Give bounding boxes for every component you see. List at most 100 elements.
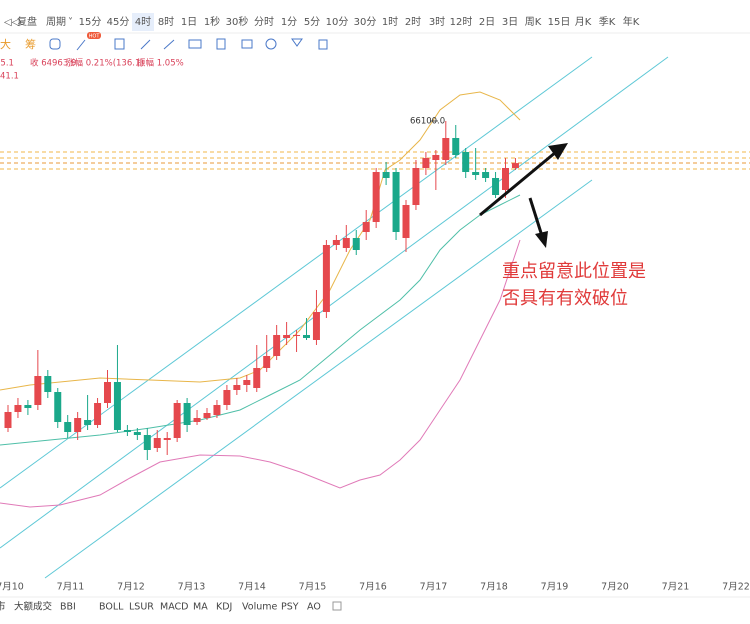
big-tool[interactable]: 大 [0, 37, 11, 51]
annotation-text: 否具有有效破位 [502, 288, 628, 309]
info-line-2: 41.1 [0, 72, 19, 82]
candle-body [253, 368, 261, 388]
indicator-button[interactable]: LSUR [129, 602, 154, 613]
interval-button[interactable]: 3日 [502, 17, 518, 28]
indicator-button[interactable]: AO [307, 602, 321, 613]
interval-button[interactable]: 1分 [281, 16, 297, 28]
candle-body [183, 403, 191, 425]
interval-button[interactable]: 8时 [158, 16, 174, 28]
candle-body [511, 163, 519, 168]
interval-button[interactable]: 15分 [79, 16, 102, 28]
interval-button[interactable]: 1日 [181, 17, 197, 28]
x-tick-label: 7月10 [0, 582, 24, 593]
candle-body [283, 335, 291, 338]
interval-button[interactable]: 30分 [354, 16, 377, 28]
interval-button[interactable]: 30秒 [226, 15, 249, 28]
indicator-lines [0, 56, 750, 579]
x-tick-label: 7月12 [117, 582, 145, 593]
candle-body [382, 172, 390, 178]
candle-body [352, 238, 360, 250]
candle-body [123, 430, 131, 432]
candle-body [173, 403, 181, 438]
interval-button[interactable]: 15日 [548, 17, 571, 28]
annotation-text: 重点留意此位置是 [502, 261, 646, 282]
info-line: 65.1 收 64963.9涨幅 0.21%(136.1)振幅 1.05% [0, 58, 184, 69]
x-tick-label: 7月13 [178, 582, 206, 593]
indicator-button[interactable]: 市 [0, 601, 6, 613]
x-tick-label: 7月17 [420, 582, 448, 593]
indicator-button[interactable]: MA [193, 602, 208, 613]
candle-body [482, 172, 490, 178]
interval-button[interactable]: 3时 [429, 16, 445, 28]
indicator-button[interactable]: Volume [242, 602, 277, 613]
candle-body [392, 172, 400, 232]
indicator-button[interactable]: BOLL [99, 602, 124, 613]
x-tick-label: 7月16 [359, 582, 387, 593]
indicator-bar: 市大额成交 BBI BOLL LSUR MACD MA KDJ Volume PSY AO [0, 601, 321, 613]
x-tick-label: 7月11 [57, 582, 85, 593]
period-caret: ˅ [68, 16, 73, 28]
candle-body [462, 152, 470, 172]
interval-button[interactable]: 1秒 [204, 15, 220, 28]
candle-body [362, 222, 370, 232]
indicator-button[interactable]: KDJ [216, 602, 232, 613]
candle-body [312, 312, 320, 340]
candle-body [64, 422, 72, 432]
high-price-label: 66100.0 [410, 117, 445, 127]
candle-body [213, 405, 221, 415]
interval-button[interactable]: 12时 [450, 16, 473, 28]
x-axis: 7月10 7月11 7月12 7月13 7月14 7月15 7月16 7月17 7月18 7月19… [0, 582, 750, 593]
interval-button[interactable]: 分时 [254, 16, 274, 28]
hot-badge [87, 32, 101, 39]
indicator-button[interactable]: PSY [281, 602, 299, 613]
x-tick-label: 7月21 [662, 582, 690, 593]
interval-button[interactable]: 季K [599, 16, 616, 28]
candle-body [293, 335, 301, 336]
candle-body [372, 172, 380, 222]
candle-body [14, 405, 22, 412]
candle-body [243, 380, 251, 385]
interval-button[interactable]: 2日 [479, 17, 495, 28]
replay-button[interactable]: 复盘 [17, 15, 37, 28]
interval-button[interactable]: 10分 [326, 16, 349, 28]
period-button[interactable]: 周期 [46, 16, 66, 28]
interval-button[interactable]: 周K [525, 16, 542, 28]
candle-body [502, 168, 509, 190]
candle-body [74, 418, 82, 432]
info-item: 振幅 1.05% [137, 58, 184, 69]
candle-body [322, 245, 330, 312]
candle-body [422, 158, 430, 168]
interval-button[interactable]: 45分 [107, 16, 130, 28]
candle-body [472, 172, 480, 175]
settings-icon[interactable] [332, 601, 342, 611]
interval-button[interactable]: 1时 [382, 16, 398, 28]
candle-body [263, 356, 271, 368]
indicator-button[interactable]: MACD [160, 602, 188, 613]
interval-highlight [132, 13, 154, 31]
candle-body [303, 335, 310, 338]
candle-body [24, 405, 32, 408]
candles [4, 121, 519, 460]
interval-button[interactable]: 2时 [405, 16, 421, 28]
interval-list: 15分 45分 4时 8时 1日 1秒 30秒 分时 1分 5分 10分 30分 1时 2时 3时 12时 2日… [79, 13, 640, 31]
indicator-button[interactable]: BBI [60, 602, 76, 613]
candle-body [412, 168, 420, 205]
candle-body [492, 178, 500, 195]
chips-tool[interactable]: 筹 [25, 37, 36, 51]
candle-body [4, 412, 12, 428]
indicator-button[interactable]: 大额成交 [14, 601, 53, 613]
candle-body [133, 432, 141, 435]
x-tick-label: 7月20 [601, 582, 629, 593]
candle-body [402, 205, 410, 238]
info-item: 涨幅 0.21%(136.1) [66, 58, 144, 69]
interval-button[interactable]: 年K [623, 15, 640, 28]
candle-body [104, 382, 111, 403]
interval-button[interactable]: 5分 [304, 16, 320, 28]
tool-icons [49, 38, 328, 51]
candle-body [153, 438, 161, 448]
interval-button[interactable]: 月K [575, 16, 592, 28]
interval-button[interactable]: 4时 [135, 16, 151, 28]
toolbar [0, 0, 750, 33]
